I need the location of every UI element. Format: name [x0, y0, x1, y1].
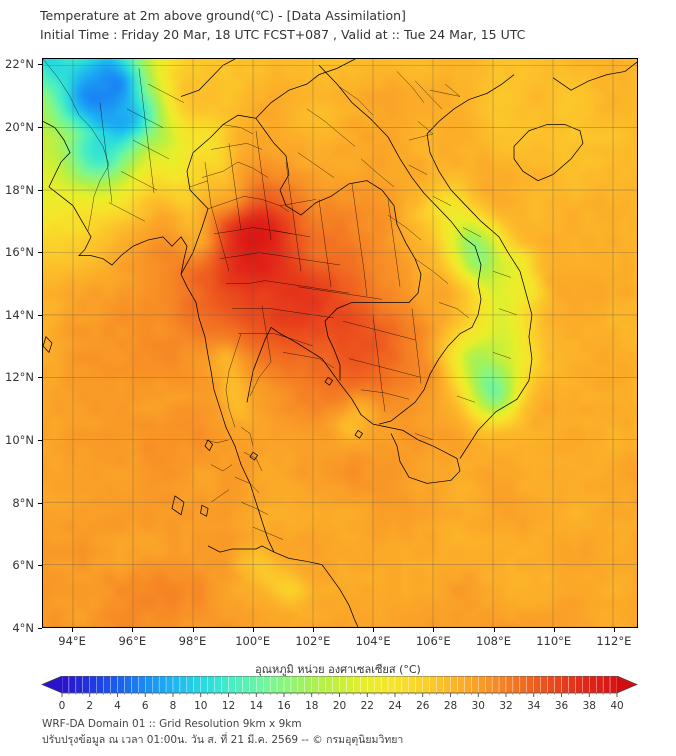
x-axis-label: 112°E: [596, 634, 632, 648]
colorbar-tick-label: 24: [388, 700, 402, 712]
temperature-field-heatmap: [43, 59, 637, 627]
y-axis-label: 8°N: [12, 495, 34, 510]
y-axis-tickmark: [38, 502, 42, 504]
x-axis-tickmark: [312, 628, 314, 632]
x-axis-label: 94°E: [58, 634, 86, 648]
y-axis-label: 22°N: [5, 57, 34, 72]
x-axis-label: 108°E: [476, 634, 511, 648]
x-axis-label: 106°E: [415, 634, 451, 648]
y-axis-tickmark: [38, 628, 42, 629]
y-axis-label: 4°N: [12, 621, 34, 635]
colorbar-tick-label: 32: [499, 700, 513, 712]
x-axis-label: 104°E: [355, 634, 391, 648]
x-axis-label: 110°E: [536, 634, 572, 648]
colorbar-tick-label: 12: [221, 700, 236, 712]
x-axis-tickmark: [553, 628, 555, 632]
colorbar-tick-label: 20: [332, 700, 347, 712]
x-axis-label: 102°E: [295, 634, 331, 648]
x-axis-tickmark: [613, 628, 615, 632]
colorbar-tick-label: 6: [141, 700, 149, 712]
colorbar-tick-label: 8: [169, 700, 177, 712]
colorbar-tick-label: 28: [443, 700, 458, 712]
colorbar-tick-label: 16: [277, 700, 291, 712]
y-axis-tickmark: [38, 64, 42, 66]
y-axis-tickmark: [38, 252, 42, 254]
y-axis-label: 6°N: [12, 558, 34, 573]
y-axis-label: 16°N: [5, 245, 34, 260]
colorbar-tick-label: 26: [416, 700, 430, 712]
x-axis-tickmark: [252, 628, 254, 632]
x-axis-tickmark: [493, 628, 495, 632]
y-axis-tickmark: [38, 440, 42, 442]
colorbar-tick-label: 18: [305, 700, 319, 712]
y-axis-label: 12°N: [5, 370, 34, 385]
colorbar-tick-label: 38: [582, 700, 596, 712]
colorbar-tick-label: 10: [194, 700, 208, 712]
map-gridlines: [43, 59, 637, 627]
y-axis-label: 18°N: [5, 182, 34, 197]
colorbar-tick-label: 30: [471, 700, 485, 712]
y-axis-tickmark: [38, 377, 42, 379]
footer-model-line: WRF-DA Domain 01 :: Grid Resolution 9km …: [42, 718, 302, 730]
colorbar-tick-label: 40: [610, 700, 624, 712]
y-axis-label: 14°N: [5, 307, 34, 322]
map-plot-area: [42, 58, 638, 628]
y-axis-label: 10°N: [5, 433, 34, 448]
x-axis-tickmark: [132, 628, 134, 632]
x-axis-label: 100°E: [235, 634, 271, 648]
y-axis-label: 20°N: [5, 119, 34, 134]
colorbar-tick-label: 36: [554, 700, 569, 712]
colorbar-extend-low: [42, 676, 62, 693]
colorbar-tick-label: 14: [249, 700, 263, 712]
colorbar-title: อุณหภูมิ หน่วย องศาเซลเซียส (°C): [255, 663, 421, 676]
x-axis-label: 96°E: [118, 634, 147, 648]
y-axis-tickmark: [38, 189, 42, 191]
x-axis-label: 98°E: [178, 634, 207, 648]
y-axis-tickmark: [38, 314, 42, 316]
colorbar-tick-label: 34: [527, 700, 541, 712]
colorbar-gradient: [41, 676, 638, 697]
y-axis-tickmark: [38, 565, 42, 567]
y-axis-tickmark: [38, 126, 42, 128]
x-axis-tickmark: [72, 628, 74, 632]
colorbar-tick-label: 22: [360, 700, 374, 712]
colorbar-extend-high: [617, 676, 637, 693]
chart-title-block: Temperature at 2m above ground(℃) - [Dat…: [40, 6, 650, 44]
footer-block: WRF-DA Domain 01 :: Grid Resolution 9km …: [42, 716, 403, 748]
colorbar-tick-label: 0: [58, 700, 66, 712]
x-axis-tickmark: [192, 628, 194, 632]
x-axis-tickmark: [433, 628, 435, 632]
footer-credit-line: ปรับปรุงข้อมูล ณ เวลา 01:00น. วัน ส. ที่…: [42, 734, 404, 746]
chart-subtitle: Initial Time : Friday 20 Mar, 18 UTC FCS…: [40, 27, 526, 42]
colorbar-tick-label: 4: [114, 700, 121, 712]
page-title: Temperature at 2m above ground(℃) - [Dat…: [40, 8, 406, 23]
colorbar: อุณหภูมิ หน่วย องศาเซลเซียส (°C): [0, 660, 676, 716]
colorbar-tick-label: 2: [86, 700, 94, 712]
x-axis-tickmark: [373, 628, 375, 632]
